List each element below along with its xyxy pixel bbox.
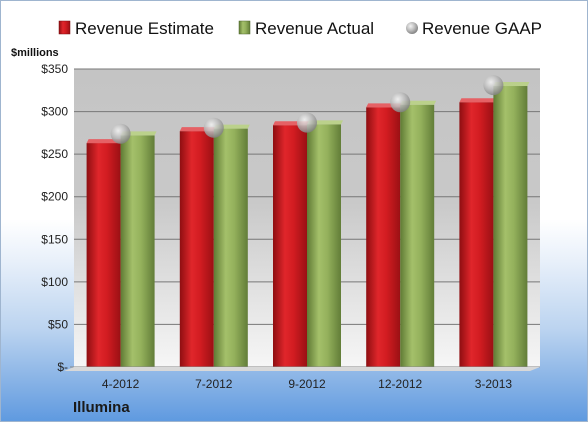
y-tick-label: $-	[57, 360, 68, 374]
y-tick-label: $200	[41, 190, 68, 204]
gaap-marker	[110, 123, 131, 144]
legend-label: Revenue Estimate	[75, 19, 214, 38]
y-tick-label: $350	[41, 62, 68, 76]
bar-revenue-actual	[493, 86, 528, 368]
bar-revenue-actual	[120, 135, 155, 367]
bar-revenue-estimate	[179, 131, 214, 367]
y-tick-label: $100	[41, 275, 68, 289]
x-tick-label: 3-2013	[475, 377, 513, 391]
bar-revenue-actual	[307, 124, 341, 367]
x-tick-label: 9-2012	[288, 377, 326, 391]
x-tick-label: 4-2012	[102, 377, 140, 391]
x-tick-label: 12-2012	[378, 377, 422, 391]
gaap-marker	[297, 112, 317, 133]
legend-swatch	[406, 22, 418, 34]
company-name: Illumina	[73, 399, 130, 416]
bar-revenue-estimate	[273, 125, 307, 368]
gaap-marker	[390, 92, 411, 113]
legend-label: Revenue Actual	[255, 19, 374, 38]
plot-floor	[64, 367, 540, 371]
bar-revenue-estimate	[86, 143, 121, 367]
gaap-marker	[203, 117, 224, 138]
bar-revenue-estimate	[459, 102, 494, 367]
legend-label: Revenue GAAP	[422, 19, 542, 38]
y-axis-unit-label: $millions	[11, 47, 59, 59]
y-tick-label: $250	[41, 147, 68, 161]
legend-swatch	[238, 20, 251, 35]
bar-revenue-estimate	[366, 107, 401, 368]
y-tick-label: $150	[41, 232, 68, 246]
x-tick-label: 7-2012	[195, 377, 233, 391]
y-tick-label: $50	[48, 317, 68, 331]
bar-revenue-actual	[213, 128, 248, 367]
bar-top	[459, 98, 496, 103]
y-tick-label: $300	[41, 105, 68, 119]
gaap-marker	[483, 75, 504, 96]
legend-swatch	[58, 20, 71, 35]
bar-revenue-actual	[400, 104, 435, 367]
